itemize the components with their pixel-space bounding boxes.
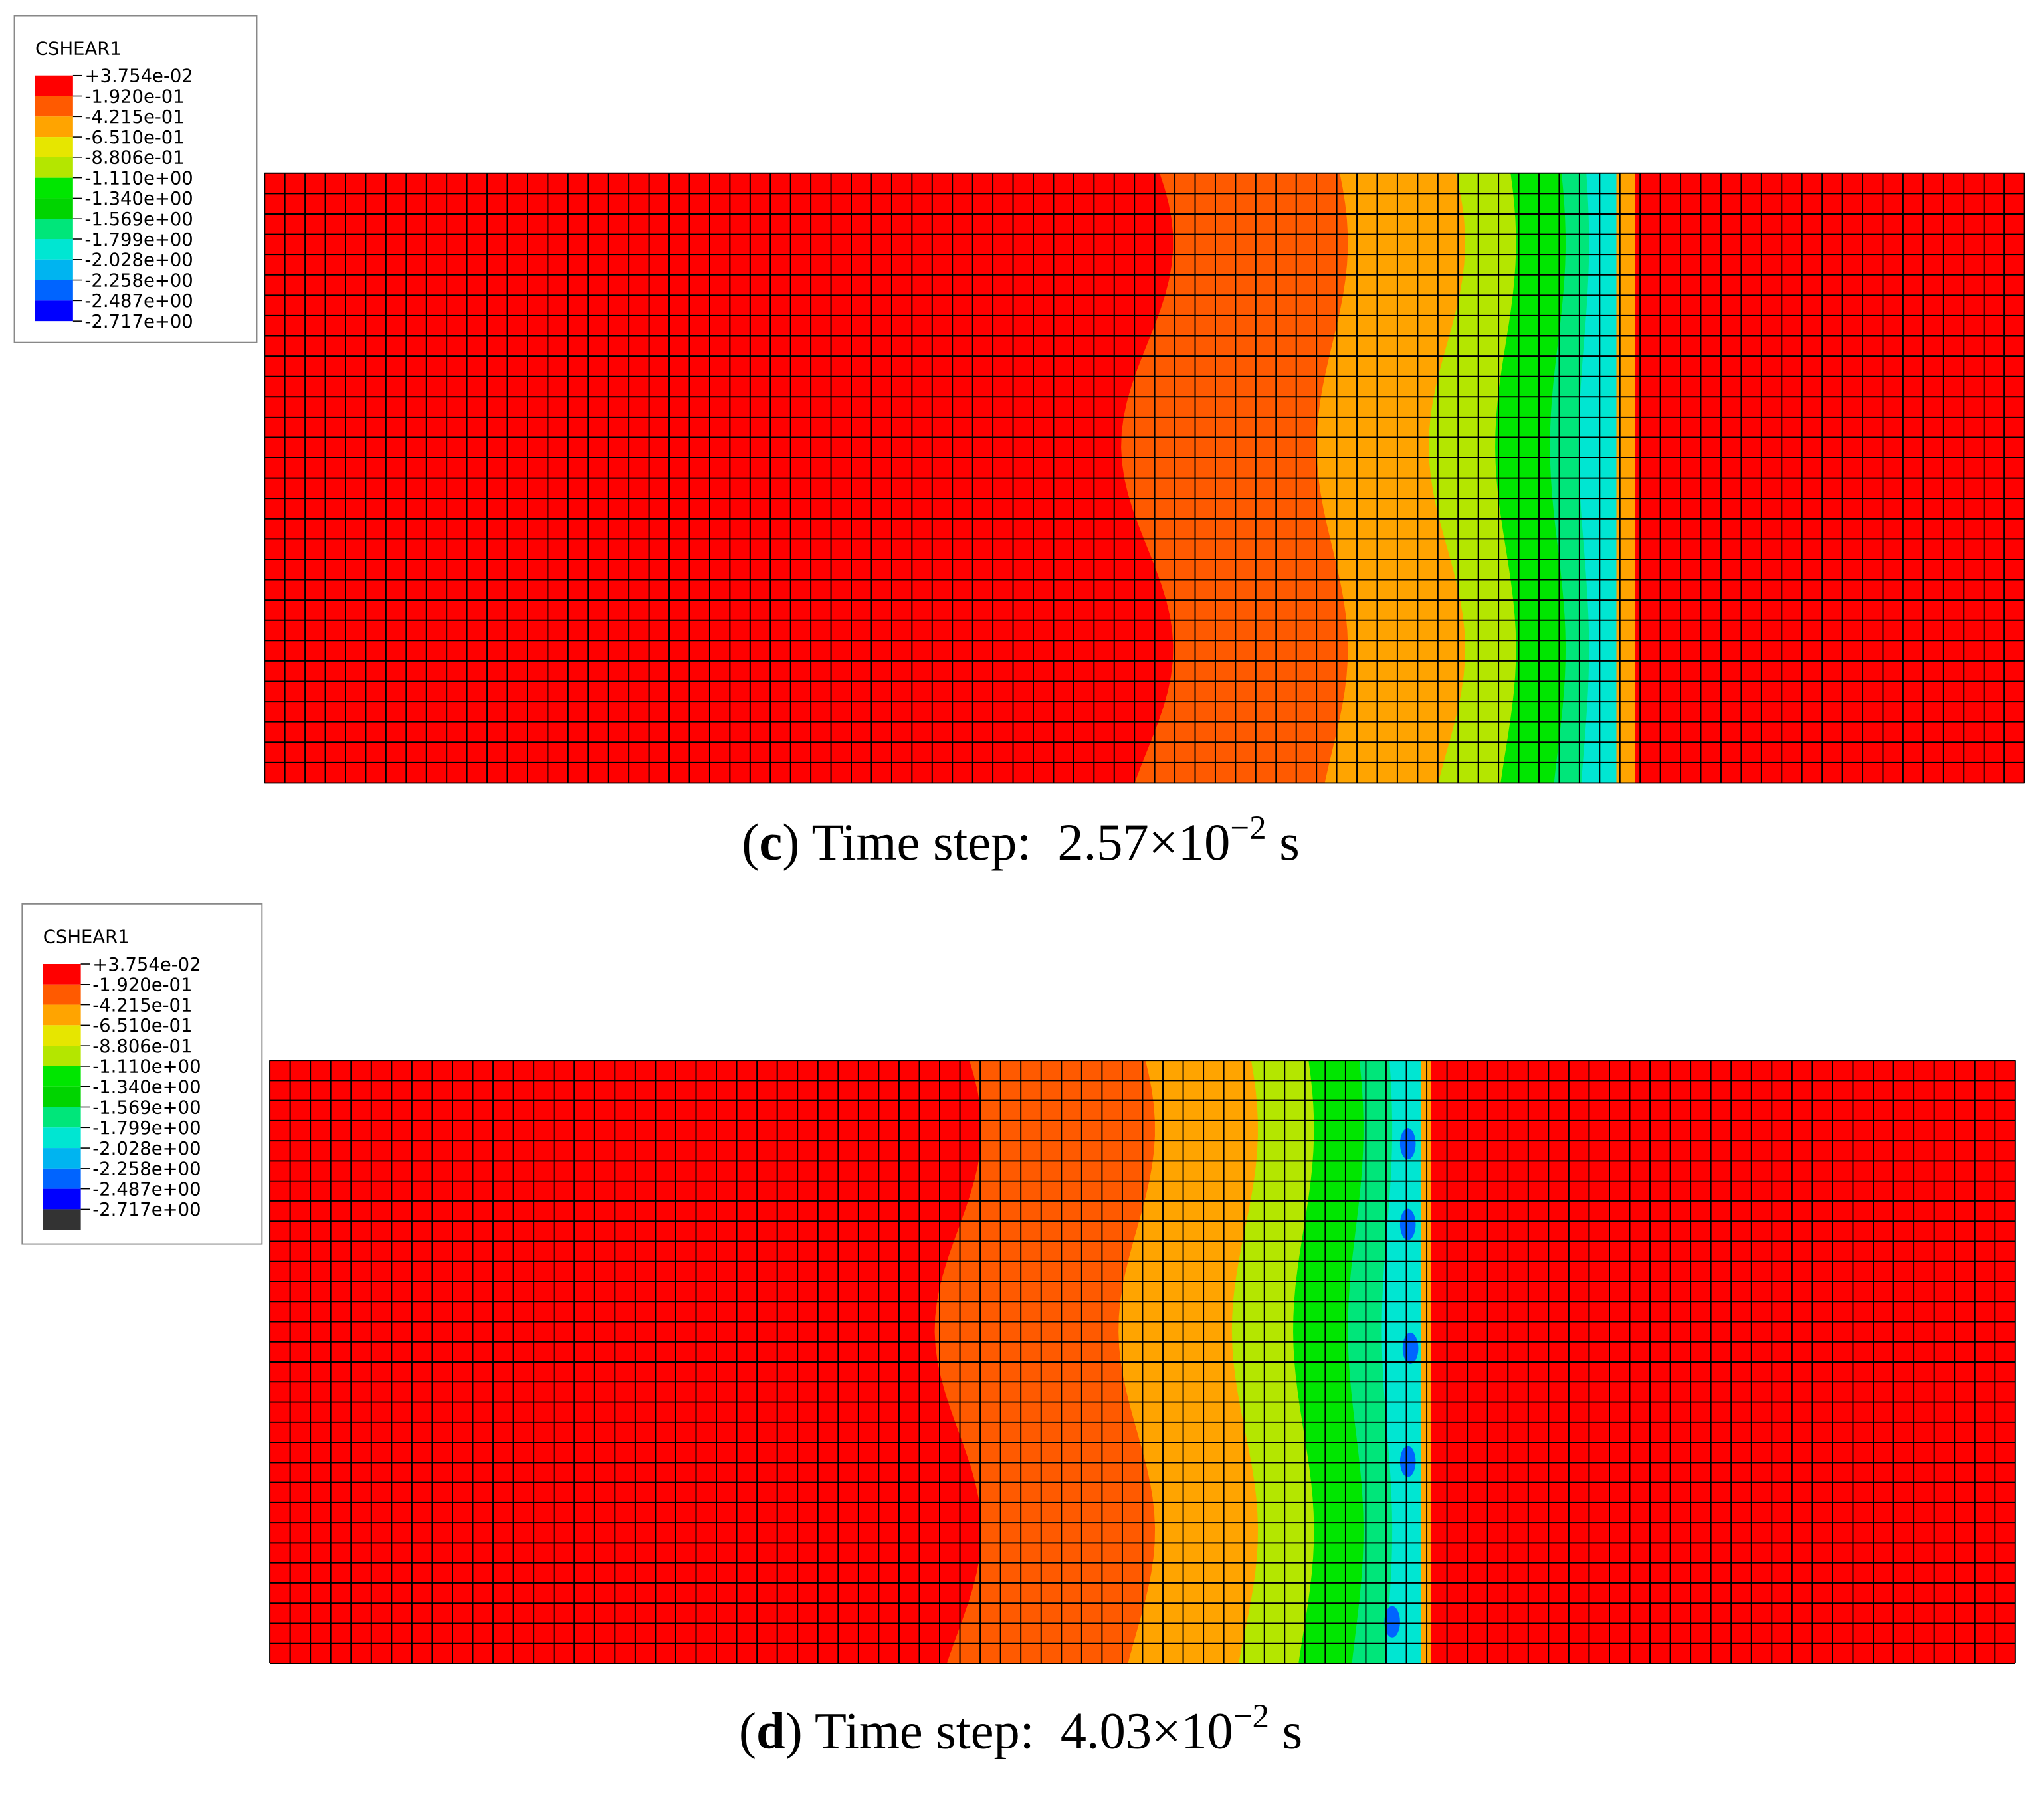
caption-open: ( (742, 813, 759, 871)
caption: (c) Time step: 2.57×10−2 s (742, 810, 1300, 871)
contour-spot (1399, 1208, 1416, 1240)
legend-label: -6.510e-01 (85, 128, 185, 148)
legend-label: -2.487e+00 (85, 291, 193, 312)
contour-spot (1384, 1606, 1400, 1638)
legend-swatch (43, 1066, 81, 1087)
caption: (d) Time step: 4.03×10−2 s (739, 1698, 1302, 1759)
legend-label: -1.569e+00 (85, 209, 193, 230)
legend-swatch (35, 239, 73, 260)
legend-swatch (43, 1168, 81, 1189)
legend-swatch (35, 96, 73, 117)
legend-title: CSHEAR1 (35, 39, 122, 59)
caption-exponent: −2 (1233, 1698, 1269, 1735)
legend-label: +3.754e-02 (92, 955, 201, 975)
legend-swatch (35, 116, 73, 138)
legend-swatch (43, 984, 81, 1005)
caption-letter: d (756, 1701, 785, 1759)
legend-swatch (43, 1188, 81, 1210)
caption-text: ) Time step: (782, 813, 1031, 871)
legend-swatch (43, 1107, 81, 1128)
legend-swatch (35, 280, 73, 301)
legend-swatch (35, 177, 73, 199)
caption-exponent: −2 (1230, 810, 1266, 847)
legend-label: -1.799e+00 (92, 1118, 201, 1139)
legend-label: -1.569e+00 (92, 1097, 201, 1118)
legend-title: CSHEAR1 (43, 927, 130, 948)
legend-swatch (43, 1127, 81, 1149)
legend-label: -1.340e+00 (85, 189, 193, 209)
caption-unit: s (1279, 813, 1300, 871)
contour-spot (1402, 1332, 1419, 1364)
legend-swatch (35, 300, 73, 322)
legend-swatch (35, 137, 73, 157)
caption-text: ) Time step: (785, 1701, 1035, 1759)
legend-label: -2.487e+00 (92, 1179, 201, 1200)
legend-label: -2.258e+00 (85, 270, 193, 291)
caption-mantissa: 4.03×10 (1061, 1701, 1233, 1759)
caption-mantissa: 2.57×10 (1057, 813, 1230, 871)
legend-label: -4.215e-01 (85, 107, 185, 128)
legend-swatch (35, 157, 73, 178)
legend-label: -4.215e-01 (92, 995, 192, 1016)
legend-label: -1.110e+00 (85, 168, 193, 189)
legend-label: -6.510e-01 (92, 1016, 192, 1036)
legend-swatch (35, 75, 73, 96)
legend-label: -1.799e+00 (85, 230, 193, 250)
legend-swatch (43, 1046, 81, 1066)
legend-label: -2.028e+00 (92, 1139, 201, 1159)
legend-label: -2.258e+00 (92, 1159, 201, 1180)
legend-label: -1.110e+00 (92, 1057, 201, 1078)
legend-swatch (43, 1004, 81, 1026)
caption-unit: s (1282, 1701, 1303, 1759)
legend-swatch (43, 964, 81, 985)
legend-label: -2.717e+00 (85, 312, 193, 332)
legend-swatch (35, 259, 73, 280)
contour-spot (1399, 1128, 1416, 1160)
legend-swatch (43, 1209, 81, 1230)
mesh (264, 172, 2025, 784)
legend-label: +3.754e-02 (85, 66, 193, 87)
legend-label: -1.340e+00 (92, 1078, 201, 1098)
legend-label: -2.028e+00 (85, 250, 193, 271)
legend-swatch (43, 1148, 81, 1169)
legend-label: -2.717e+00 (92, 1200, 201, 1220)
legend-label: -1.920e-01 (92, 975, 192, 996)
caption-letter: c (759, 813, 782, 871)
legend-label: -8.806e-01 (85, 148, 185, 169)
contour-spot (1399, 1446, 1416, 1477)
legend-label: -8.806e-01 (92, 1036, 192, 1057)
legend-swatch (35, 198, 73, 219)
legend-swatch (43, 1025, 81, 1046)
legend-label: -1.920e-01 (85, 86, 185, 107)
mesh (269, 1060, 2016, 1664)
legend-swatch (35, 219, 73, 240)
legend-swatch (43, 1086, 81, 1107)
caption-open: ( (739, 1701, 756, 1759)
